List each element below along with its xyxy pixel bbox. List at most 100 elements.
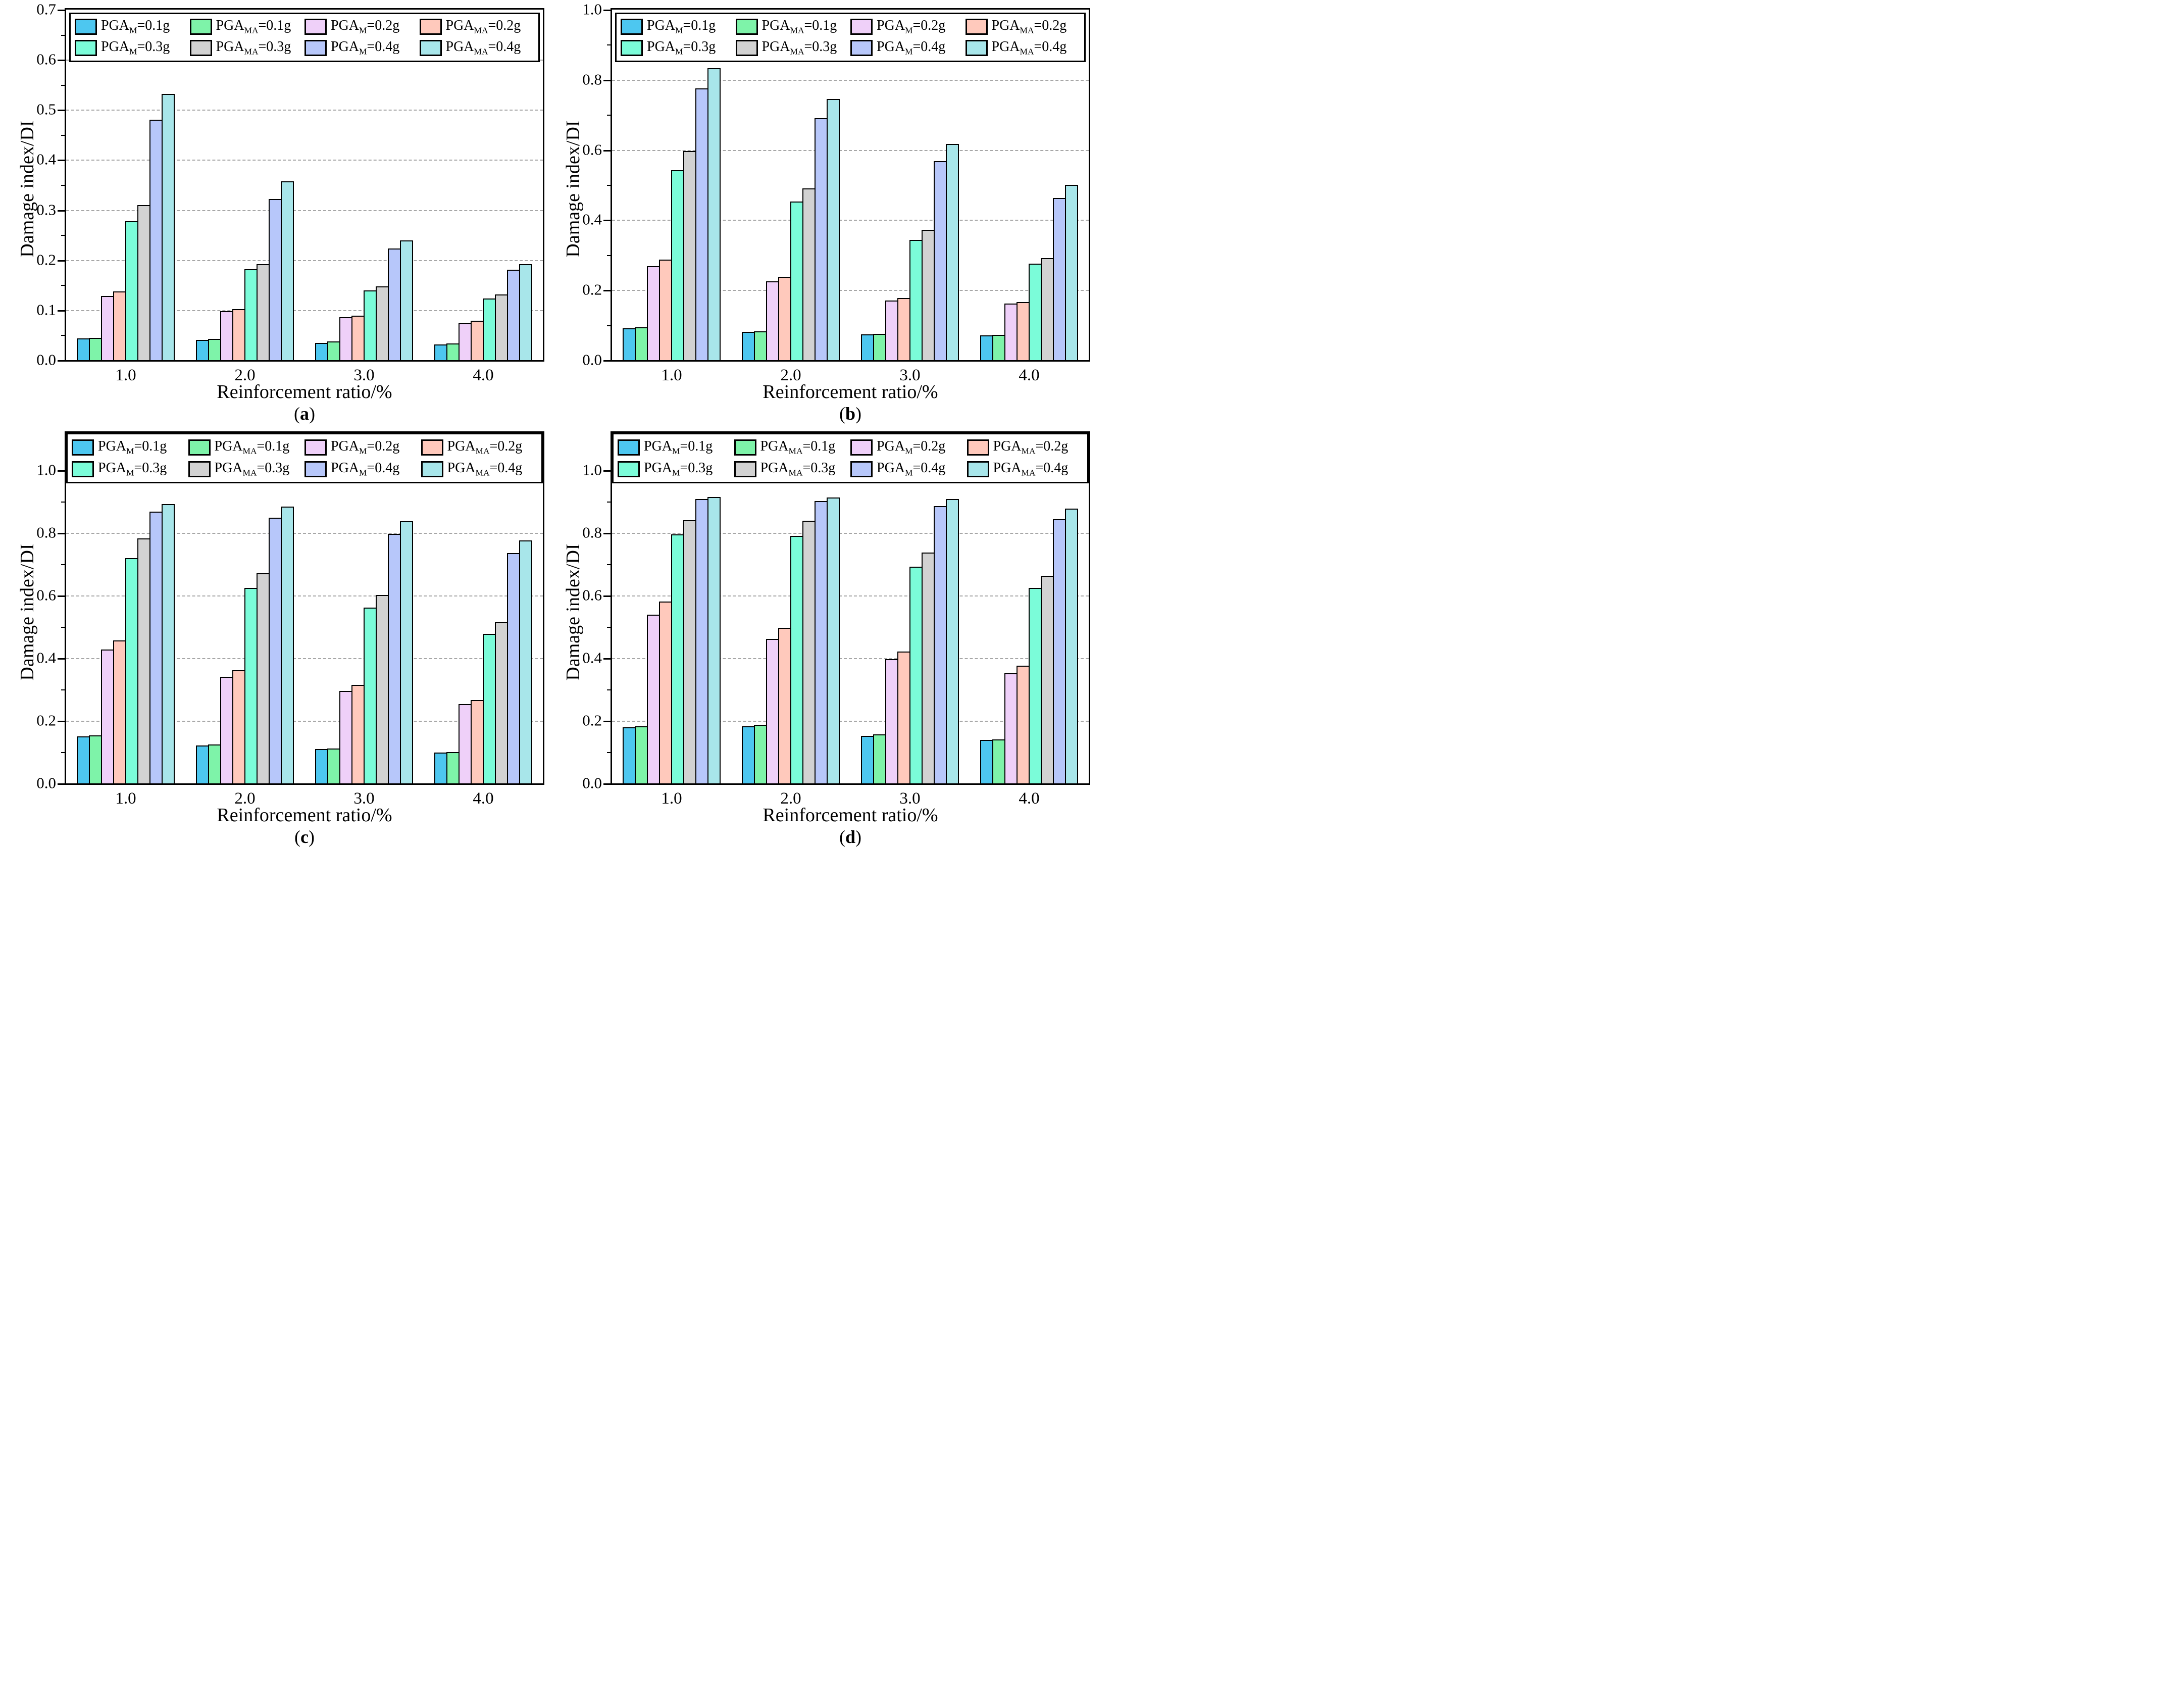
y-gridline — [612, 658, 1089, 660]
y-tick-label: 0.4 — [36, 150, 56, 168]
y-gridline — [66, 595, 543, 597]
plot-area-c: 1.0 2.0 3.0 4.0 0.0 0.2 0.4 0.6 0.8 1.0 PGAM=0.1g P… — [36, 431, 544, 808]
y-gridline — [66, 310, 543, 311]
legend-swatch — [72, 461, 94, 477]
y-gridline — [612, 290, 1089, 291]
y-tick-label: 0.1 — [36, 301, 56, 319]
legend-label: PGAMA=0.2g — [447, 438, 523, 456]
y-tick-mark — [58, 210, 66, 212]
legend-label: PGAM=0.3g — [101, 39, 170, 57]
legend-item: PGAMA=0.3g — [735, 40, 851, 56]
y-axis-title: Damage index/DI — [563, 543, 584, 681]
bar — [77, 338, 90, 360]
legend-item: PGAMA=0.2g — [965, 18, 1081, 35]
panel-b: Damage index/DI 1.0 2.0 3.0 4.0 0.0 0.2 0.4 0.6… — [546, 1, 1092, 425]
y-tick-mark — [58, 360, 66, 362]
bar — [364, 608, 377, 783]
legend-label: PGAM=0.3g — [644, 460, 713, 478]
legend-swatch — [735, 40, 758, 56]
legend-item: PGAMA=0.3g — [734, 461, 851, 477]
legend-item: PGAM=0.2g — [850, 439, 967, 456]
bar — [388, 248, 401, 360]
bar — [909, 240, 923, 360]
legend-item: PGAM=0.4g — [304, 461, 421, 477]
legend-label: PGAM=0.4g — [331, 39, 400, 57]
legend-label: PGAMA=0.4g — [447, 460, 523, 478]
y-tick-label: 0.6 — [582, 140, 602, 158]
legend-swatch — [850, 19, 873, 35]
legend-swatch — [621, 19, 643, 35]
legend-label: PGAM=0.3g — [647, 39, 716, 57]
legend-label: PGAMA=0.2g — [445, 18, 521, 35]
bar — [483, 634, 496, 783]
y-tick-mark — [58, 310, 66, 312]
y-gridline — [66, 658, 543, 660]
bar — [1041, 576, 1054, 783]
bar — [137, 538, 150, 783]
bar — [934, 506, 947, 783]
bar — [695, 88, 708, 360]
panel-grid: Damage index/DI 1.0 2.0 3.0 4.0 0.0 0.1 0.2 0.3… — [0, 0, 1092, 849]
legend-label: PGAM=0.2g — [877, 18, 946, 35]
bar — [327, 341, 340, 360]
panel-label-close: ) — [308, 827, 315, 847]
bar — [1053, 519, 1066, 783]
y-tick-mark — [603, 470, 612, 472]
bar — [351, 685, 365, 783]
y-tick-mark — [603, 658, 612, 660]
y-tick-mark — [603, 79, 612, 81]
bar — [742, 726, 755, 783]
bar — [137, 205, 150, 360]
y-tick-label: 1.0 — [36, 461, 56, 479]
panel-label-letter: b — [845, 404, 856, 424]
legend-swatch — [850, 439, 873, 456]
y-tick-label: 0.3 — [36, 200, 56, 218]
y-minor-tick-mark — [607, 752, 612, 754]
x-tick-label: 4.0 — [473, 366, 494, 384]
bar — [742, 332, 755, 360]
bar — [695, 499, 708, 783]
y-tick-mark — [603, 360, 612, 362]
y-tick-mark — [58, 470, 66, 472]
bar — [815, 501, 828, 783]
y-gridline — [612, 79, 1089, 81]
legend-item: PGAM=0.2g — [850, 19, 966, 35]
legend-label: PGAM=0.4g — [877, 460, 946, 478]
y-axis-title: Damage index/DI — [563, 120, 584, 258]
bar — [471, 321, 484, 360]
legend-label: PGAMA=0.2g — [991, 18, 1067, 35]
x-tick-label: 4.0 — [1019, 789, 1040, 808]
plot-area-d: 1.0 2.0 3.0 4.0 0.0 0.2 0.4 0.6 0.8 1.0 PGAM=0.1g P… — [582, 431, 1090, 808]
x-tick-label: 1.0 — [115, 366, 136, 384]
bar — [459, 323, 472, 360]
bar — [101, 296, 114, 360]
y-tick-label: 0.2 — [582, 280, 602, 298]
legend-label: PGAMA=0.3g — [760, 460, 836, 478]
y-tick-label: 0.0 — [582, 351, 602, 369]
y-tick-label: 0.5 — [36, 100, 56, 118]
y-gridline — [612, 721, 1089, 722]
plot-area-b: 1.0 2.0 3.0 4.0 0.0 0.2 0.4 0.6 0.8 1.0 PGAM=0.1g P… — [582, 1, 1090, 384]
bar — [671, 534, 684, 783]
panel-label-letter: a — [300, 404, 309, 424]
legend-label: PGAMA=0.4g — [991, 39, 1067, 57]
y-tick-label: 0.7 — [36, 0, 56, 18]
bar — [257, 573, 270, 783]
bar — [909, 567, 923, 783]
x-tick-label: 1.0 — [115, 789, 136, 808]
legend-swatch — [304, 19, 327, 35]
y-minor-tick-mark — [61, 84, 66, 86]
bar — [827, 497, 840, 783]
legend-item: PGAM=0.2g — [304, 439, 421, 456]
y-minor-tick-mark — [61, 689, 66, 691]
bar — [754, 331, 767, 360]
legend-label: PGAM=0.1g — [101, 18, 170, 35]
legend-item: PGAMA=0.2g — [421, 439, 538, 456]
legend: PGAM=0.1g PGAMA=0.1g PGAM=0.2g PGAMA=0.2g PG… — [66, 433, 543, 483]
y-minor-tick-mark — [61, 335, 66, 336]
bar — [459, 704, 472, 783]
panel-label-a: (a) — [65, 403, 544, 424]
bar — [897, 298, 910, 360]
y-axis-title: Damage index/DI — [17, 543, 38, 681]
bar — [790, 536, 803, 783]
